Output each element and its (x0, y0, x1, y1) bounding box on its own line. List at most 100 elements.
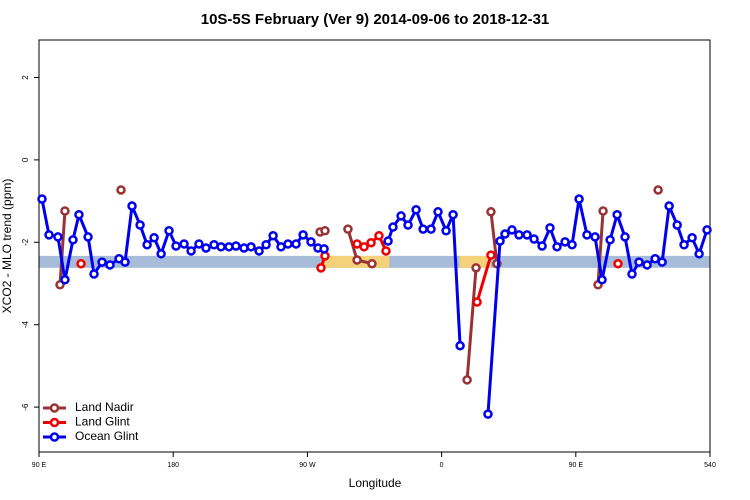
data-point (672, 220, 682, 230)
data-point (366, 237, 376, 248)
data-point (613, 258, 623, 269)
data-point (201, 243, 211, 253)
data-point (552, 242, 562, 252)
y-tick-label: -6 (21, 403, 30, 411)
data-point (156, 249, 166, 259)
data-point (194, 239, 204, 249)
data-point (694, 249, 704, 259)
data-point (426, 224, 436, 234)
data-point (76, 258, 86, 269)
data-point (590, 232, 600, 242)
data-point (567, 240, 577, 250)
data-point (68, 235, 78, 245)
data-point (83, 232, 93, 242)
data-point (291, 239, 301, 249)
data-point (261, 240, 271, 250)
data-point (298, 230, 308, 240)
data-point (135, 220, 145, 230)
data-point (687, 233, 697, 243)
data-point (462, 375, 472, 385)
data-point (319, 244, 329, 254)
data-point (374, 230, 384, 241)
data-point (179, 239, 189, 249)
data-point (471, 263, 481, 273)
data-point (522, 230, 532, 240)
data-point (455, 340, 465, 351)
data-point (627, 269, 637, 279)
data-point (598, 206, 608, 216)
x-tick-label: 90 W (299, 462, 316, 469)
data-point (320, 226, 330, 236)
y-tick-label: 2 (21, 75, 30, 80)
legend-marker (49, 417, 60, 428)
data-point (507, 225, 517, 235)
data-point (60, 275, 70, 285)
series-line (40, 198, 709, 415)
data-point (433, 207, 443, 217)
data-point (283, 239, 293, 249)
data-point (634, 257, 644, 267)
data-point (403, 220, 413, 230)
x-tick-label: 0 (440, 462, 444, 469)
data-point (500, 229, 510, 239)
data-point (127, 201, 137, 211)
data-point (582, 230, 592, 240)
data-point (514, 230, 524, 240)
data-point (231, 241, 241, 251)
data-point (216, 242, 226, 252)
x-tick-label: 540 (704, 462, 716, 469)
data-point (657, 257, 667, 267)
data-point (537, 241, 547, 251)
data-point (74, 209, 84, 220)
legend-marker (49, 403, 60, 413)
data-point (411, 204, 421, 215)
data-point (142, 240, 152, 250)
x-tick-label: 90 E (569, 462, 584, 469)
plot-frame (38, 39, 711, 453)
data-point (650, 254, 660, 264)
data-point (605, 235, 615, 245)
data-point (116, 185, 126, 195)
data-point (367, 258, 377, 269)
data-point (472, 297, 482, 307)
data-point (486, 207, 496, 217)
data-point (164, 226, 174, 236)
data-point (620, 232, 630, 242)
data-point (97, 257, 107, 267)
data-point (664, 201, 674, 211)
y-tick-label: 0 (21, 157, 30, 162)
data-point (483, 409, 493, 419)
data-point (352, 255, 362, 265)
y-tick-label: -4 (21, 321, 30, 329)
legend-label: Land Glint (75, 415, 130, 429)
data-point (268, 230, 278, 241)
legend-label: Ocean Glint (75, 429, 139, 443)
data-point (359, 242, 369, 252)
data-point (597, 275, 607, 285)
data-point (37, 194, 47, 204)
data-point (120, 257, 130, 267)
data-point (186, 246, 196, 256)
x-tick-label: 180 (167, 462, 179, 469)
legend-marker (49, 432, 60, 442)
series-line (60, 190, 658, 380)
data-point (448, 209, 458, 220)
data-point (171, 241, 181, 251)
data-point (89, 269, 99, 279)
data-point (495, 236, 505, 246)
data-point (545, 223, 555, 233)
data-point (388, 222, 398, 232)
data-point (246, 242, 256, 252)
data-point (486, 250, 496, 260)
data-point (653, 185, 663, 195)
data-point (44, 230, 54, 240)
data-point (53, 232, 63, 242)
data-point (383, 236, 393, 246)
data-point (529, 234, 539, 244)
data-point (441, 226, 451, 236)
data-point (149, 233, 159, 243)
data-point (418, 224, 428, 234)
data-point (105, 260, 115, 270)
legend-label: Land Nadir (75, 400, 134, 414)
